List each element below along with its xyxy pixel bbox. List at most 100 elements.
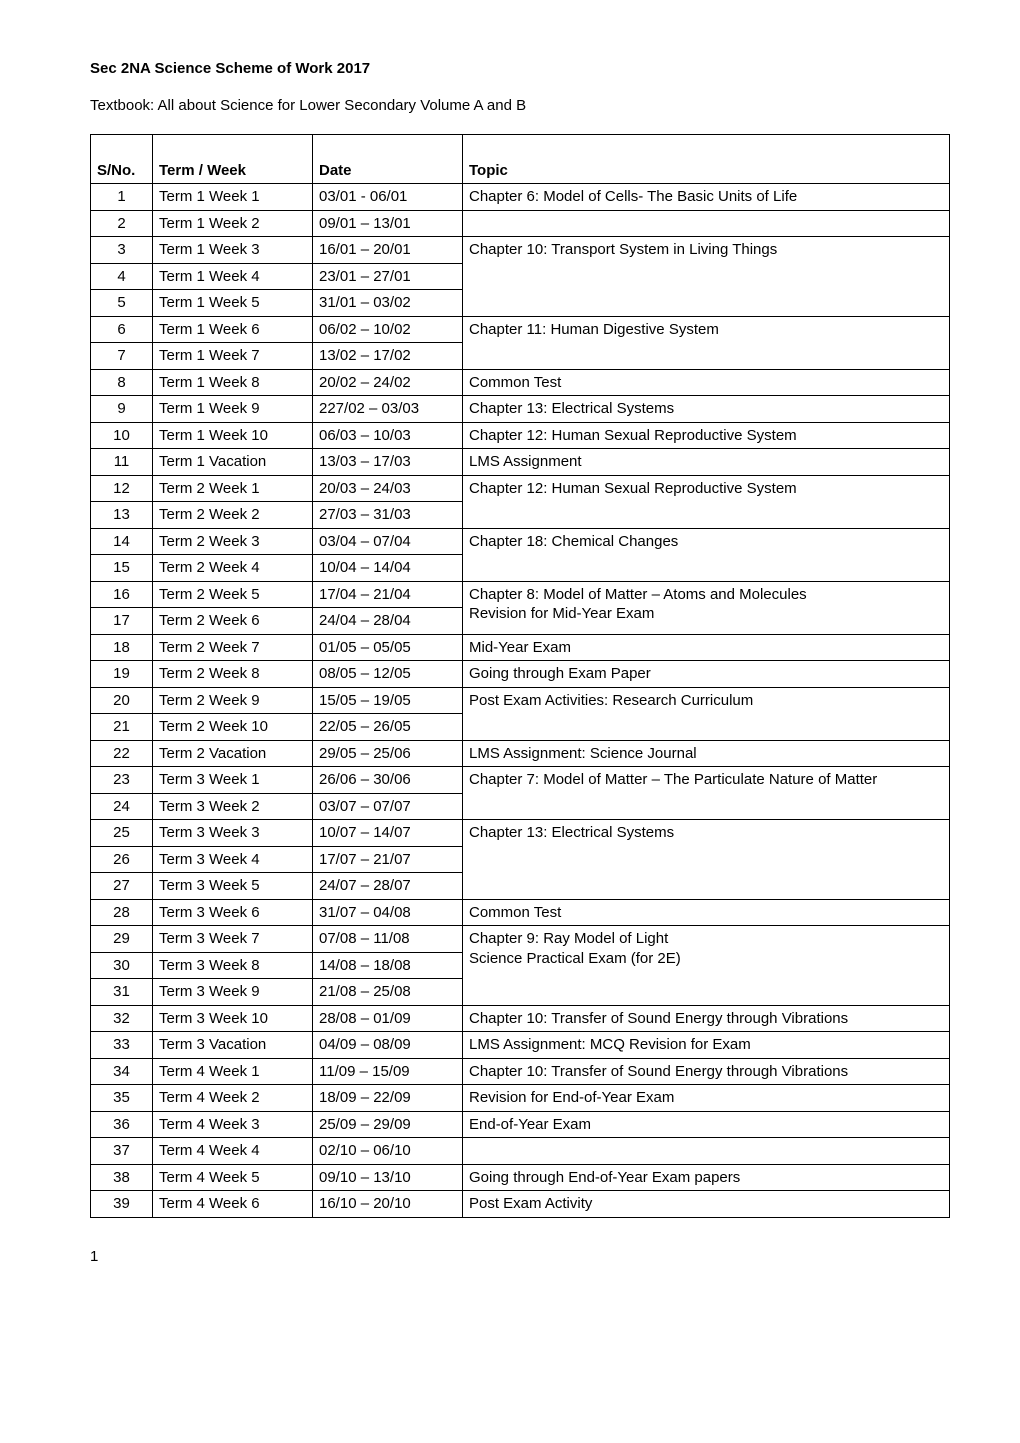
table-row: 28Term 3 Week 631/07 – 04/08Common Test bbox=[91, 899, 950, 926]
cell-term: Term 3 Vacation bbox=[153, 1032, 313, 1059]
cell-sno: 8 bbox=[91, 369, 153, 396]
table-row: 6Term 1 Week 606/02 – 10/02Chapter 11: H… bbox=[91, 316, 950, 343]
cell-date: 02/10 – 06/10 bbox=[313, 1138, 463, 1165]
cell-term: Term 3 Week 9 bbox=[153, 979, 313, 1006]
cell-date: 227/02 – 03/03 bbox=[313, 396, 463, 423]
cell-sno: 11 bbox=[91, 449, 153, 476]
cell-sno: 4 bbox=[91, 263, 153, 290]
cell-date: 09/10 – 13/10 bbox=[313, 1164, 463, 1191]
table-row: 20Term 2 Week 915/05 – 19/05Post Exam Ac… bbox=[91, 687, 950, 714]
cell-term: Term 4 Week 2 bbox=[153, 1085, 313, 1112]
cell-sno: 28 bbox=[91, 899, 153, 926]
cell-term: Term 1 Week 10 bbox=[153, 422, 313, 449]
table-row: 39Term 4 Week 616/10 – 20/10Post Exam Ac… bbox=[91, 1191, 950, 1218]
cell-term: Term 1 Week 7 bbox=[153, 343, 313, 370]
cell-date: 16/01 – 20/01 bbox=[313, 237, 463, 264]
cell-date: 17/07 – 21/07 bbox=[313, 846, 463, 873]
col-topic: Topic bbox=[463, 135, 950, 184]
cell-topic: Revision for End-of-Year Exam bbox=[463, 1085, 950, 1112]
table-row: 23Term 3 Week 126/06 – 30/06Chapter 7: M… bbox=[91, 767, 950, 794]
cell-sno: 27 bbox=[91, 873, 153, 900]
table-row: 8Term 1 Week 820/02 – 24/02Common Test bbox=[91, 369, 950, 396]
table-row: 12Term 2 Week 120/03 – 24/03Chapter 12: … bbox=[91, 475, 950, 502]
cell-sno: 2 bbox=[91, 210, 153, 237]
cell-term: Term 1 Week 5 bbox=[153, 290, 313, 317]
table-row: 32Term 3 Week 1028/08 – 01/09Chapter 10:… bbox=[91, 1005, 950, 1032]
cell-term: Term 3 Week 7 bbox=[153, 926, 313, 953]
table-row: 33Term 3 Vacation04/09 – 08/09LMS Assign… bbox=[91, 1032, 950, 1059]
cell-term: Term 1 Week 9 bbox=[153, 396, 313, 423]
cell-term: Term 3 Week 4 bbox=[153, 846, 313, 873]
table-row: 22Term 2 Vacation29/05 – 25/06LMS Assign… bbox=[91, 740, 950, 767]
cell-date: 23/01 – 27/01 bbox=[313, 263, 463, 290]
cell-date: 04/09 – 08/09 bbox=[313, 1032, 463, 1059]
cell-term: Term 2 Week 7 bbox=[153, 634, 313, 661]
table-row: 37Term 4 Week 402/10 – 06/10 bbox=[91, 1138, 950, 1165]
cell-sno: 3 bbox=[91, 237, 153, 264]
table-row: 10Term 1 Week 1006/03 – 10/03Chapter 12:… bbox=[91, 422, 950, 449]
table-row: 36Term 4 Week 325/09 – 29/09End-of-Year … bbox=[91, 1111, 950, 1138]
cell-sno: 15 bbox=[91, 555, 153, 582]
cell-topic: Chapter 12: Human Sexual Reproductive Sy… bbox=[463, 475, 950, 528]
table-row: 3Term 1 Week 316/01 – 20/01Chapter 10: T… bbox=[91, 237, 950, 264]
table-row: 19Term 2 Week 808/05 – 12/05Going throug… bbox=[91, 661, 950, 688]
cell-date: 10/04 – 14/04 bbox=[313, 555, 463, 582]
cell-sno: 16 bbox=[91, 581, 153, 608]
cell-sno: 6 bbox=[91, 316, 153, 343]
cell-date: 13/03 – 17/03 bbox=[313, 449, 463, 476]
cell-date: 06/02 – 10/02 bbox=[313, 316, 463, 343]
cell-term: Term 2 Week 9 bbox=[153, 687, 313, 714]
cell-term: Term 1 Week 2 bbox=[153, 210, 313, 237]
cell-date: 10/07 – 14/07 bbox=[313, 820, 463, 847]
cell-term: Term 1 Week 4 bbox=[153, 263, 313, 290]
cell-term: Term 1 Week 3 bbox=[153, 237, 313, 264]
cell-topic: Chapter 13: Electrical Systems bbox=[463, 820, 950, 900]
cell-term: Term 3 Week 5 bbox=[153, 873, 313, 900]
table-row: 29Term 3 Week 707/08 – 11/08Chapter 9: R… bbox=[91, 926, 950, 953]
cell-topic: Chapter 10: Transfer of Sound Energy thr… bbox=[463, 1005, 950, 1032]
cell-date: 11/09 – 15/09 bbox=[313, 1058, 463, 1085]
cell-sno: 30 bbox=[91, 952, 153, 979]
cell-date: 07/08 – 11/08 bbox=[313, 926, 463, 953]
cell-date: 21/08 – 25/08 bbox=[313, 979, 463, 1006]
cell-sno: 21 bbox=[91, 714, 153, 741]
cell-topic: Common Test bbox=[463, 899, 950, 926]
cell-term: Term 2 Week 10 bbox=[153, 714, 313, 741]
cell-topic: End-of-Year Exam bbox=[463, 1111, 950, 1138]
cell-sno: 25 bbox=[91, 820, 153, 847]
cell-topic: Mid-Year Exam bbox=[463, 634, 950, 661]
table-row: 35Term 4 Week 218/09 – 22/09Revision for… bbox=[91, 1085, 950, 1112]
col-date: Date bbox=[313, 135, 463, 184]
cell-term: Term 2 Week 6 bbox=[153, 608, 313, 635]
cell-sno: 13 bbox=[91, 502, 153, 529]
cell-term: Term 1 Week 8 bbox=[153, 369, 313, 396]
cell-sno: 14 bbox=[91, 528, 153, 555]
cell-term: Term 3 Week 8 bbox=[153, 952, 313, 979]
cell-sno: 29 bbox=[91, 926, 153, 953]
cell-sno: 24 bbox=[91, 793, 153, 820]
cell-sno: 19 bbox=[91, 661, 153, 688]
cell-topic: Post Exam Activity bbox=[463, 1191, 950, 1218]
cell-sno: 26 bbox=[91, 846, 153, 873]
cell-sno: 33 bbox=[91, 1032, 153, 1059]
cell-date: 15/05 – 19/05 bbox=[313, 687, 463, 714]
cell-topic: Going through End-of-Year Exam papers bbox=[463, 1164, 950, 1191]
scheme-table: S/No. Term / Week Date Topic 1Term 1 Wee… bbox=[90, 134, 950, 1218]
cell-term: Term 1 Week 6 bbox=[153, 316, 313, 343]
cell-term: Term 3 Week 6 bbox=[153, 899, 313, 926]
cell-topic: LMS Assignment: MCQ Revision for Exam bbox=[463, 1032, 950, 1059]
doc-subtitle: Textbook: All about Science for Lower Se… bbox=[90, 97, 950, 114]
cell-term: Term 3 Week 3 bbox=[153, 820, 313, 847]
cell-sno: 12 bbox=[91, 475, 153, 502]
cell-sno: 23 bbox=[91, 767, 153, 794]
cell-topic: Chapter 18: Chemical Changes bbox=[463, 528, 950, 581]
cell-sno: 5 bbox=[91, 290, 153, 317]
cell-sno: 7 bbox=[91, 343, 153, 370]
cell-date: 24/07 – 28/07 bbox=[313, 873, 463, 900]
cell-date: 27/03 – 31/03 bbox=[313, 502, 463, 529]
table-row: 25Term 3 Week 310/07 – 14/07Chapter 13: … bbox=[91, 820, 950, 847]
cell-topic: LMS Assignment: Science Journal bbox=[463, 740, 950, 767]
cell-topic: Common Test bbox=[463, 369, 950, 396]
cell-date: 25/09 – 29/09 bbox=[313, 1111, 463, 1138]
cell-date: 17/04 – 21/04 bbox=[313, 581, 463, 608]
